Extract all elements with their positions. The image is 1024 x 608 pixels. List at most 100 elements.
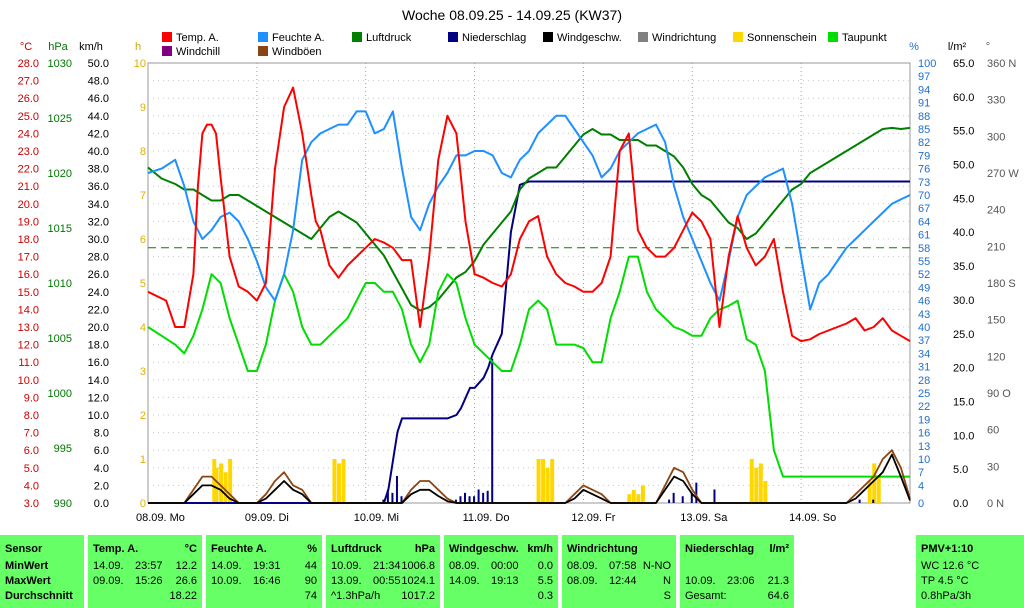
rain-axis-tick-12: 5.0 (953, 464, 968, 476)
bar-sonnenschein-10 (545, 467, 550, 503)
rain-axis-tick-5: 40.0 (953, 227, 974, 239)
stats-pressure-min-value: 1006.8 (401, 560, 435, 572)
axis-unit-kmh: km/h (79, 41, 103, 53)
temp-axis-tick-25: 3.0 (24, 498, 39, 510)
wind-axis-tick-17: 16.0 (88, 357, 109, 369)
stats-direction-max-time: 12:44 (609, 575, 637, 587)
bar-sonnenschein-0 (212, 459, 217, 503)
bar-niederschlag-2 (391, 492, 394, 503)
humidity-axis-tick-22: 34 (918, 348, 930, 360)
temp-axis-tick-6: 22.0 (18, 164, 39, 176)
rain-axis-tick-11: 10.0 (953, 430, 974, 442)
humidity-axis-tick-19: 43 (918, 309, 930, 321)
temp-axis-tick-3: 25.0 (18, 111, 39, 123)
stats-humidity-max-time: 16:46 (253, 575, 281, 587)
legend-label-5: Windrichtung (652, 32, 716, 44)
chart-title: Woche 08.09.25 - 14.09.25 (KW37) (402, 7, 622, 23)
humidity-axis-tick-5: 85 (918, 124, 930, 136)
series-line-temp-a- (147, 86, 911, 343)
stats-panel-pmv: PMV+1:10 WC 12.6 °C TP 4.5 °C 0.8hPa/3h (916, 535, 1024, 608)
stats-direction-max-value: N (663, 575, 671, 587)
legend-swatch-6 (733, 32, 743, 42)
wind-axis-tick-5: 40.0 (88, 146, 109, 158)
humidity-axis-tick-0: 100 (918, 58, 936, 70)
day-label-4: 12.09. Fr (571, 512, 615, 524)
series-line-windgeschw- (148, 453, 911, 504)
humidity-axis-tick-1: 97 (918, 71, 930, 83)
temp-axis-tick-4: 24.0 (18, 128, 39, 140)
wind-axis-tick-11: 28.0 (88, 252, 109, 264)
legend-label-8: Windchill (176, 46, 220, 58)
pressure-axis-tick-7: 995 (54, 443, 72, 455)
direction-axis-tick-6: 180 S (987, 278, 1016, 290)
sun-axis-tick-5: 5 (140, 278, 146, 290)
axis-unit-celsius: °C (20, 41, 32, 53)
stats-pressure-avg-value: 1017.2 (401, 590, 435, 602)
legend-label-0: Temp. A. (176, 32, 219, 44)
bar-niederschlag-5 (454, 499, 457, 503)
stats-direction-max-date: 08.09. (567, 575, 598, 587)
stats-pmv-title: PMV+1:10 (921, 543, 974, 555)
humidity-axis-tick-15: 55 (918, 256, 930, 268)
stats-wind-min-time: 00:00 (491, 560, 519, 572)
axis-unit-rain: l/m² (948, 41, 967, 53)
rain-axis-tick-13: 0.0 (953, 498, 968, 510)
humidity-axis-tick-21: 37 (918, 335, 930, 347)
humidity-axis-tick-25: 25 (918, 388, 930, 400)
rain-axis-tick-0: 65.0 (953, 58, 974, 70)
axis-ticks: 28.027.026.025.024.023.022.021.020.019.0… (18, 58, 1020, 510)
bar-sonnenschein-20 (867, 481, 872, 503)
series-line-feuchte-a- (147, 110, 911, 311)
stats-humidity-max-value: 90 (304, 575, 317, 587)
direction-axis-tick-10: 60 (987, 425, 999, 437)
weather-week-chart: Woche 08.09.25 - 14.09.25 (KW37) Temp. A… (18, 7, 1020, 524)
line-series (147, 86, 911, 504)
stats-panel-sensor: Sensor MinWert MaxWert Durchschnitt (0, 535, 84, 608)
pressure-axis-tick-6: 1000 (48, 388, 72, 400)
bar-sonnenschein-19 (763, 481, 768, 503)
stats-pressure-title: Luftdruck (331, 543, 382, 555)
pressure-axis-tick-5: 1005 (48, 333, 72, 345)
bar-niederschlag-6 (459, 496, 462, 503)
bar-niederschlag-4 (400, 496, 403, 503)
humidity-axis-tick-16: 52 (918, 269, 930, 281)
temp-axis-tick-16: 12.0 (18, 340, 39, 352)
humidity-axis-tick-26: 22 (918, 401, 930, 413)
direction-axis-tick-4: 240 (987, 205, 1005, 217)
direction-axis-tick-11: 30 (987, 461, 999, 473)
temp-axis-tick-10: 18.0 (18, 234, 39, 246)
wind-axis-tick-13: 24.0 (88, 287, 109, 299)
bar-sonnenschein-7 (341, 459, 346, 503)
direction-axis-tick-7: 150 (987, 315, 1005, 327)
stats-panel-direction: Windrichtung 08.09. 07:58 N-NO 08.09. 12:44… (562, 535, 676, 608)
bar-niederschlag-0 (382, 499, 385, 503)
humidity-axis-tick-4: 88 (918, 111, 930, 123)
legend-swatch-3 (448, 32, 458, 42)
bar-sonnenschein-22 (876, 476, 881, 503)
bar-sonnenschein-4 (228, 459, 233, 503)
temp-axis-tick-1: 27.0 (18, 76, 39, 88)
sun-axis-tick-0: 10 (134, 58, 146, 70)
bar-sonnenschein-21 (872, 463, 877, 503)
humidity-axis-tick-14: 58 (918, 243, 930, 255)
bar-niederschlag-7 (464, 492, 466, 503)
stats-pressure-trend: ^1.3hPa/h (331, 590, 381, 602)
temp-axis-tick-24: 4.0 (24, 480, 39, 492)
pressure-axis-tick-1: 1025 (48, 113, 72, 125)
stats-wind-min-date: 08.09. (449, 560, 480, 572)
stats-humidity-avg-value: 74 (304, 590, 317, 602)
rain-axis-tick-3: 50.0 (953, 160, 974, 172)
bar-sonnenschein-17 (754, 467, 759, 503)
stats-temp-avg-value: 18.22 (169, 590, 197, 602)
stats-wind-avg-value: 0.3 (537, 590, 553, 602)
humidity-axis-tick-10: 70 (918, 190, 930, 202)
sun-axis-tick-10: 0 (140, 498, 146, 510)
humidity-axis-tick-32: 4 (918, 480, 924, 492)
day-label-0: 08.09. Mo (136, 512, 185, 524)
wind-axis-tick-12: 26.0 (88, 269, 109, 281)
temp-axis-tick-5: 23.0 (18, 146, 39, 158)
temp-axis-tick-7: 21.0 (18, 181, 39, 193)
humidity-axis-tick-8: 76 (918, 164, 930, 176)
stats-sensor-min: MinWert (5, 560, 49, 572)
legend-swatch-5 (638, 32, 648, 42)
